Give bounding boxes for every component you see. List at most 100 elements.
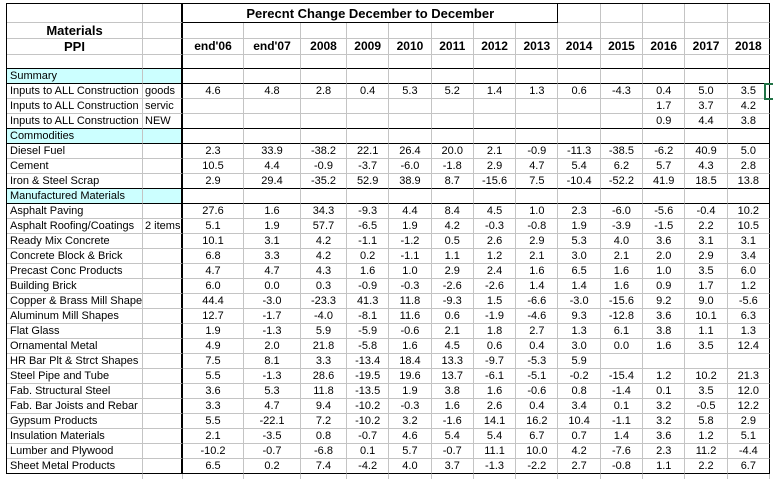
empty-cell[interactable] [389, 69, 432, 84]
value-cell[interactable]: 2.9 [685, 249, 728, 264]
sub-label-cell[interactable] [143, 39, 183, 55]
value-cell[interactable]: -0.2 [558, 369, 601, 384]
value-cell[interactable]: 4.0 [389, 459, 432, 474]
value-cell[interactable]: -0.9 [301, 159, 347, 174]
value-cell[interactable]: 28.6 [301, 369, 347, 384]
value-cell[interactable]: 0.9 [643, 279, 686, 294]
value-cell[interactable] [473, 114, 517, 129]
value-cell[interactable]: 4.4 [244, 159, 301, 174]
value-cell[interactable]: 2.8 [301, 84, 347, 99]
value-cell[interactable]: -1.4 [600, 384, 644, 399]
empty-cell[interactable] [558, 4, 601, 23]
value-cell[interactable]: 11.6 [389, 309, 432, 324]
value-cell[interactable]: 6.8 [183, 249, 244, 264]
value-cell[interactable]: -0.7 [244, 444, 301, 459]
value-cell[interactable]: 10.5 [183, 159, 244, 174]
value-cell[interactable]: -13.4 [347, 354, 390, 369]
value-cell[interactable]: 4.6 [183, 84, 244, 99]
value-cell[interactable]: 2.4 [473, 264, 517, 279]
sub-label-cell[interactable] [143, 279, 183, 294]
value-cell[interactable]: -0.6 [389, 324, 432, 339]
year-header-cell[interactable]: 2008 [301, 39, 347, 55]
value-cell[interactable]: 4.4 [389, 204, 432, 219]
value-cell[interactable]: 4.3 [685, 159, 728, 174]
value-cell[interactable]: -10.2 [347, 399, 390, 414]
value-cell[interactable]: -23.3 [301, 294, 347, 309]
value-cell[interactable]: 4.6 [389, 429, 432, 444]
value-cell[interactable]: 1.0 [516, 204, 559, 219]
value-cell[interactable] [183, 114, 244, 129]
value-cell[interactable]: 0.8 [301, 429, 347, 444]
value-cell[interactable] [516, 99, 559, 114]
value-cell[interactable]: -1.1 [347, 234, 390, 249]
empty-cell[interactable] [244, 189, 301, 204]
value-cell[interactable]: -11.3 [558, 144, 601, 159]
empty-cell[interactable] [558, 55, 601, 69]
value-cell[interactable]: 12.4 [727, 339, 770, 354]
value-cell[interactable]: 4.7 [244, 399, 301, 414]
empty-cell[interactable] [183, 189, 244, 204]
value-cell[interactable]: 18.4 [389, 354, 432, 369]
corner-title-ppi[interactable]: PPI [7, 39, 143, 55]
value-cell[interactable]: 6.3 [727, 309, 770, 324]
empty-cell[interactable] [431, 23, 474, 39]
value-cell[interactable] [558, 99, 601, 114]
value-cell[interactable]: -1.3 [244, 369, 301, 384]
row-label-cell[interactable]: Inputs to ALL Construction [7, 114, 143, 129]
value-cell[interactable]: 1.6 [347, 264, 390, 279]
value-cell[interactable]: -10.2 [183, 444, 244, 459]
empty-cell[interactable] [347, 189, 390, 204]
value-cell[interactable]: 6.2 [600, 159, 644, 174]
value-cell[interactable]: 0.6 [558, 84, 601, 99]
value-cell[interactable] [431, 114, 474, 129]
value-cell[interactable]: 3.5 [685, 264, 728, 279]
empty-cell[interactable] [516, 129, 559, 144]
value-cell[interactable]: -6.6 [516, 294, 559, 309]
value-cell[interactable]: -9.7 [473, 354, 517, 369]
value-cell[interactable]: 10.2 [727, 204, 770, 219]
section-header-cell[interactable]: Summary [7, 69, 143, 84]
sub-label-cell[interactable]: goods [143, 84, 183, 99]
value-cell[interactable]: 4.2 [301, 249, 347, 264]
value-cell[interactable]: -2.2 [516, 459, 559, 474]
value-cell[interactable]: 11.8 [389, 294, 432, 309]
sub-label-cell[interactable] [143, 234, 183, 249]
empty-cell[interactable] [389, 129, 432, 144]
value-cell[interactable]: 10.1 [183, 234, 244, 249]
empty-cell[interactable] [600, 4, 644, 23]
value-cell[interactable]: 10.0 [516, 444, 559, 459]
year-header-cell[interactable]: 2012 [473, 39, 517, 55]
value-cell[interactable]: 3.3 [244, 249, 301, 264]
empty-cell[interactable] [183, 129, 244, 144]
value-cell[interactable]: 1.9 [558, 219, 601, 234]
value-cell[interactable]: 0.2 [347, 249, 390, 264]
empty-cell[interactable] [600, 69, 644, 84]
value-cell[interactable]: 0.6 [431, 309, 474, 324]
value-cell[interactable]: 2.1 [473, 144, 517, 159]
value-cell[interactable]: 1.0 [389, 264, 432, 279]
value-cell[interactable]: 2.1 [516, 249, 559, 264]
row-label-cell[interactable]: Fab. Structural Steel [7, 384, 143, 399]
value-cell[interactable]: -0.7 [431, 444, 474, 459]
value-cell[interactable]: -12.8 [600, 309, 644, 324]
year-header-cell[interactable]: 2011 [431, 39, 474, 55]
row-label-cell[interactable]: Concrete Block & Brick [7, 249, 143, 264]
value-cell[interactable]: -9.3 [431, 294, 474, 309]
empty-cell[interactable] [431, 129, 474, 144]
empty-cell[interactable] [685, 55, 728, 69]
value-cell[interactable]: 1.4 [558, 279, 601, 294]
value-cell[interactable]: 3.1 [244, 234, 301, 249]
value-cell[interactable]: 1.6 [516, 264, 559, 279]
sub-label-cell[interactable]: 2 items [143, 219, 183, 234]
value-cell[interactable]: 2.3 [558, 204, 601, 219]
value-cell[interactable]: 1.6 [431, 399, 474, 414]
value-cell[interactable]: 1.4 [600, 429, 644, 444]
row-label-cell[interactable]: Fab. Bar Joists and Rebar [7, 399, 143, 414]
value-cell[interactable]: -8.1 [347, 309, 390, 324]
empty-cell[interactable] [685, 69, 728, 84]
empty-cell[interactable] [301, 55, 347, 69]
empty-cell[interactable] [347, 23, 390, 39]
empty-cell[interactable] [600, 55, 644, 69]
value-cell[interactable]: 3.8 [643, 324, 686, 339]
value-cell[interactable]: 1.4 [516, 279, 559, 294]
